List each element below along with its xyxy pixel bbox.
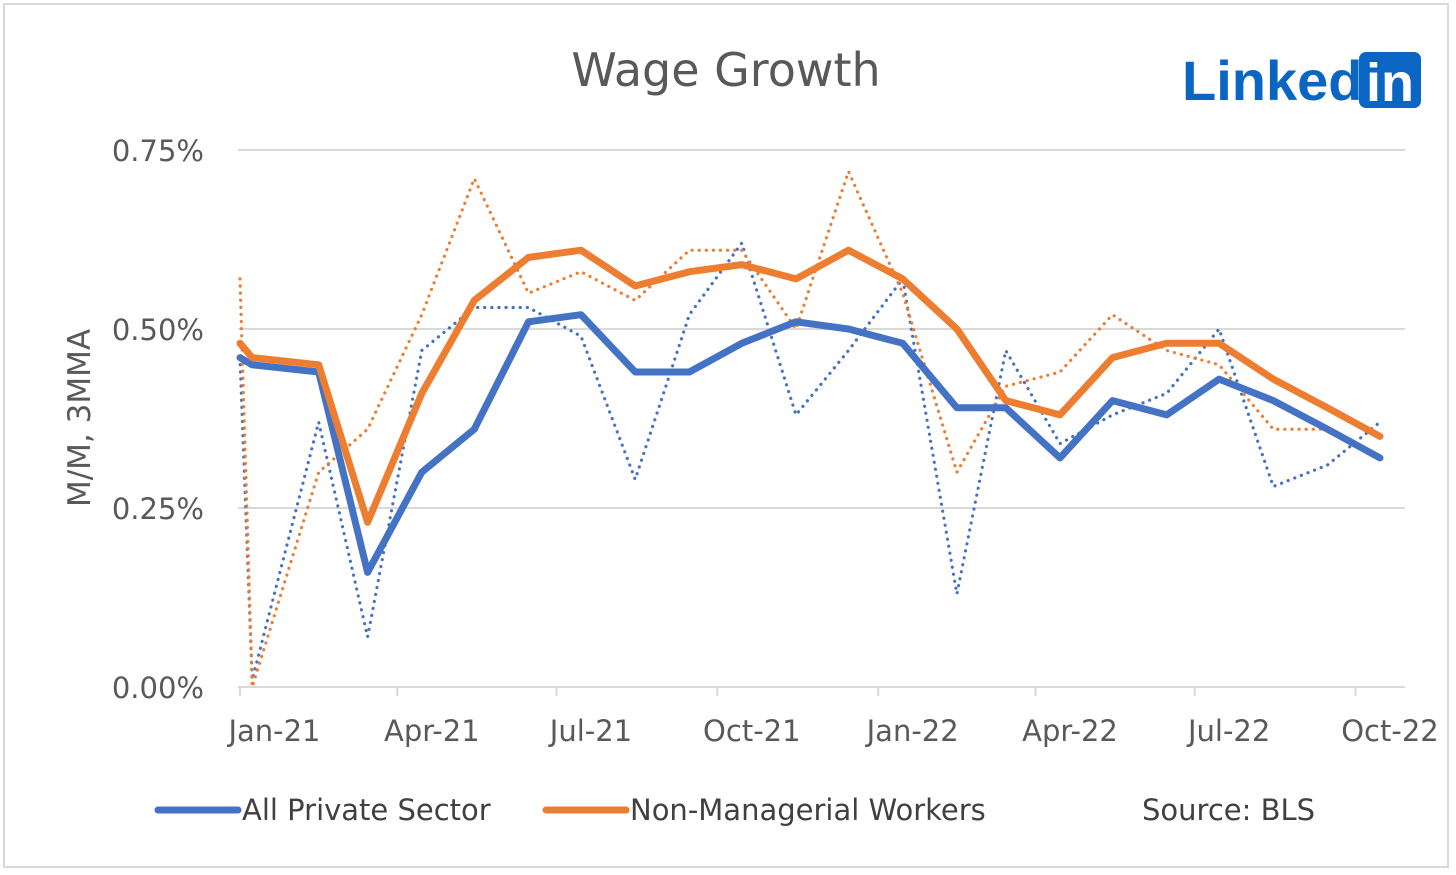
source-note: Source: BLS [1142,793,1315,827]
x-tick-label: Oct-22 [1341,714,1439,748]
chart-title: Wage Growth [571,43,880,97]
x-tick-label: Jan-21 [226,714,320,748]
legend-label-all-private: All Private Sector [242,793,491,827]
x-tick-label: Jul-21 [548,714,632,748]
series-lines [236,169,1384,689]
y-axis-label: M/M, 3MMA [62,329,98,507]
series-line-non-managerial-workers [236,246,1384,526]
x-axis: Jan-21 Apr-21 Jul-21 Oct-21 Jan-22 Apr-22 Jul-… [226,686,1439,748]
series-line-dotted-orange [238,169,1382,689]
x-tick-label: Jan-22 [865,714,959,748]
linkedin-logo-in: in [1366,53,1414,113]
y-axis-tick-labels: 0.00% 0.25% 0.50% 0.75% [112,134,204,705]
x-tick-label: Apr-22 [1022,714,1118,748]
y-tick-label: 0.75% [112,134,204,168]
gridlines [238,149,1405,509]
linkedin-logo-box [1359,52,1421,108]
x-tick-label: Apr-21 [384,714,480,748]
x-tick-label: Oct-21 [703,714,801,748]
y-tick-label: 0.00% [112,671,204,705]
y-tick-label: 0.50% [112,313,204,347]
linkedin-logo-text: Linked [1182,49,1362,112]
x-tick-label: Jul-22 [1186,714,1270,748]
y-tick-label: 0.25% [112,492,204,526]
legend: All Private Sector Non-Managerial Worker… [154,793,1315,827]
series-line-dotted-blue [238,241,1382,682]
legend-label-non-managerial: Non-Managerial Workers [630,793,986,827]
series-line-all-private-sector [236,311,1384,576]
linkedin-logo: Linked in [1182,49,1421,113]
